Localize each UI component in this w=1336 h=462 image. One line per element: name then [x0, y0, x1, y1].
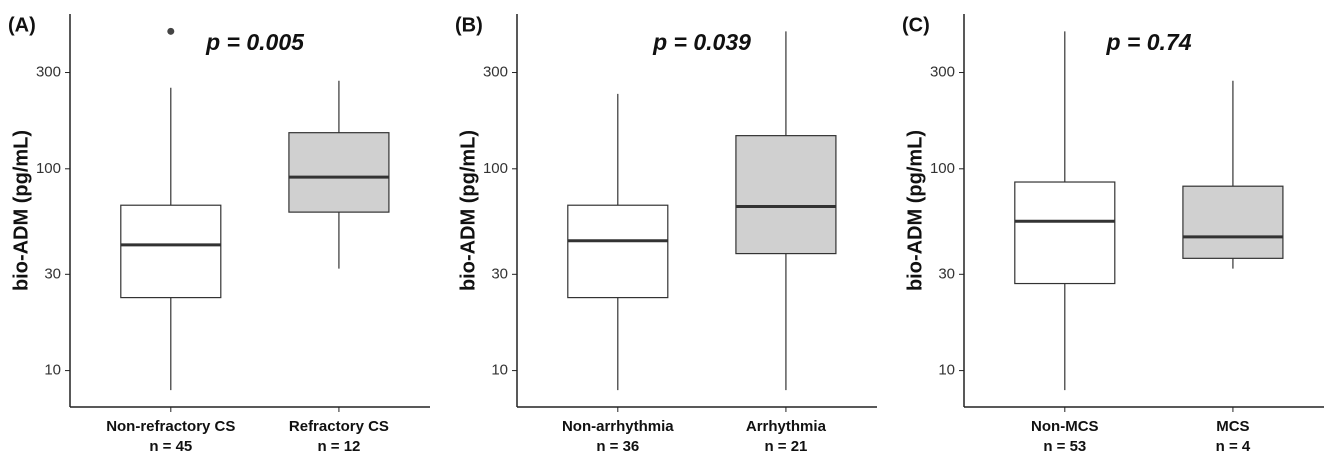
- box: [288, 132, 390, 213]
- x-tick-label: MCS: [1216, 418, 1249, 435]
- y-tick-label: 300: [483, 63, 508, 80]
- n-label: n = 12: [317, 438, 360, 455]
- x-tick-label: Non-refractory CS: [106, 418, 235, 435]
- y-tick-label: 30: [44, 265, 61, 282]
- y-tick-label: 30: [491, 265, 508, 282]
- outlier: [167, 27, 175, 35]
- panel-label: (C): [902, 14, 930, 36]
- y-tick-label: 100: [930, 160, 955, 177]
- x-tick-label: Arrhythmia: [746, 418, 827, 435]
- y-tick-label: 10: [44, 362, 61, 379]
- box: [567, 204, 669, 299]
- y-axis-label: bio-ADM (pg/mL): [904, 130, 926, 291]
- y-tick-label: 300: [930, 63, 955, 80]
- x-tick-label: Non-arrhythmia: [562, 418, 674, 435]
- y-axis-label: bio-ADM (pg/mL): [457, 130, 479, 291]
- x-tick-label: Refractory CS: [289, 418, 389, 435]
- box: [735, 135, 837, 255]
- n-label: n = 45: [149, 438, 192, 455]
- box: [120, 204, 222, 299]
- p-value: p = 0.74: [1105, 29, 1191, 55]
- n-label: n = 21: [764, 438, 807, 455]
- y-tick-label: 100: [36, 160, 61, 177]
- n-label: n = 4: [1216, 438, 1251, 455]
- p-value: p = 0.005: [205, 29, 305, 55]
- box: [1014, 181, 1116, 285]
- p-value: p = 0.039: [652, 29, 751, 55]
- panel-label: (B): [455, 14, 483, 36]
- x-tick-label: Non-MCS: [1031, 418, 1099, 435]
- y-tick-label: 10: [491, 362, 508, 379]
- y-axis-label: bio-ADM (pg/mL): [10, 130, 32, 291]
- y-tick-label: 100: [483, 160, 508, 177]
- y-tick-label: 10: [938, 362, 955, 379]
- n-label: n = 36: [596, 438, 639, 455]
- y-tick-label: 30: [938, 265, 955, 282]
- panel-label: (A): [8, 14, 36, 36]
- box: [1182, 185, 1284, 259]
- y-tick-label: 300: [36, 63, 61, 80]
- n-label: n = 53: [1043, 438, 1086, 455]
